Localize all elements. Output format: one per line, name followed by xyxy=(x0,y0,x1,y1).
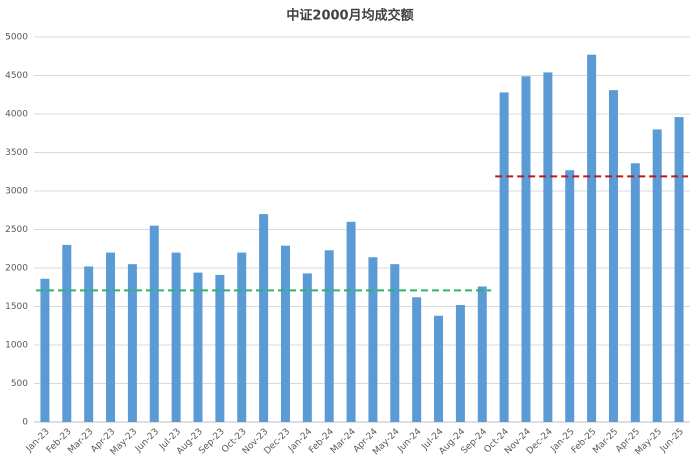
bar xyxy=(215,274,225,422)
bar xyxy=(608,90,618,422)
bar xyxy=(652,129,662,422)
bar xyxy=(84,266,94,422)
bar xyxy=(412,297,422,422)
bar xyxy=(40,278,50,422)
bar xyxy=(193,272,203,422)
y-tick-label: 3500 xyxy=(5,148,28,158)
bar xyxy=(127,264,137,422)
bar xyxy=(62,244,72,422)
bar xyxy=(390,264,400,422)
y-tick-label: 0 xyxy=(22,418,28,428)
bar xyxy=(149,225,159,422)
bar xyxy=(368,257,378,422)
bar xyxy=(630,163,640,422)
x-tick-label: Jun-24 xyxy=(395,427,423,455)
chart-title: 中证2000月均成交额 xyxy=(286,8,413,24)
y-tick-label: 1000 xyxy=(5,341,28,351)
x-tick-label: Jun-23 xyxy=(133,427,161,455)
y-tick-label: 500 xyxy=(11,379,28,389)
bar xyxy=(587,54,597,423)
bar xyxy=(302,273,312,422)
bar xyxy=(259,214,269,422)
bar xyxy=(674,117,684,422)
bar xyxy=(280,245,290,422)
y-tick-label: 2000 xyxy=(5,264,28,274)
bar xyxy=(477,286,487,422)
x-tick-label: Jun-25 xyxy=(658,427,686,455)
bar xyxy=(324,250,334,422)
bar xyxy=(543,72,553,423)
y-tick-label: 4500 xyxy=(5,71,28,81)
bar xyxy=(455,304,465,422)
y-tick-label: 2500 xyxy=(5,225,28,235)
bar xyxy=(565,170,575,422)
y-tick-label: 4000 xyxy=(5,110,28,120)
y-tick-label: 5000 xyxy=(5,33,28,43)
y-tick-label: 3000 xyxy=(5,187,28,197)
bar xyxy=(499,92,509,422)
bar xyxy=(346,221,356,422)
bar xyxy=(171,252,181,422)
bar xyxy=(106,252,116,422)
bar xyxy=(434,315,444,422)
bar xyxy=(521,76,531,423)
y-tick-label: 1500 xyxy=(5,302,28,312)
x-tick-label: Mar-24 xyxy=(329,427,358,456)
bar xyxy=(237,252,247,422)
